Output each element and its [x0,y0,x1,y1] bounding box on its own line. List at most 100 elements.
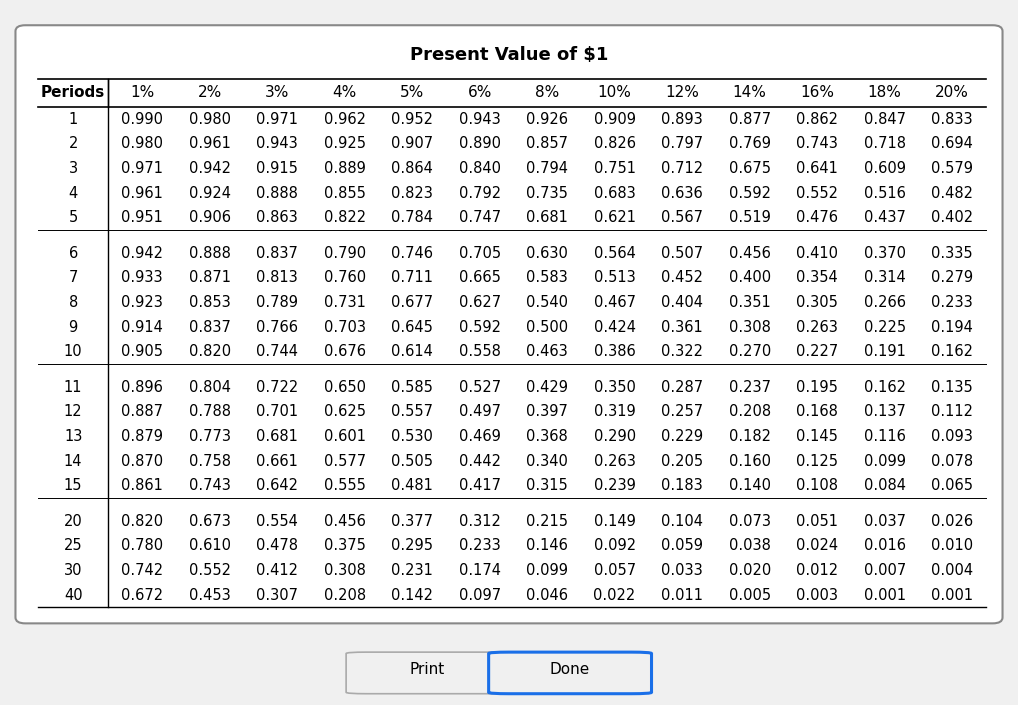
Text: 0.007: 0.007 [863,563,906,578]
Text: 0.476: 0.476 [796,210,838,226]
Text: 8: 8 [68,295,77,310]
Text: 0.840: 0.840 [458,161,501,176]
Text: 0.630: 0.630 [526,246,568,261]
Text: 0.701: 0.701 [256,404,298,419]
Text: 0.038: 0.038 [729,538,771,553]
Text: 0.705: 0.705 [458,246,501,261]
Text: 0.923: 0.923 [121,295,163,310]
Text: 0.540: 0.540 [526,295,568,310]
Text: 0.887: 0.887 [121,404,163,419]
Text: 0.925: 0.925 [324,137,365,152]
Text: 20: 20 [64,513,82,529]
Text: 0.135: 0.135 [931,380,973,395]
Text: 0.437: 0.437 [863,210,906,226]
Text: 0.051: 0.051 [796,513,838,529]
Bar [38,78,985,107]
Text: 0.746: 0.746 [391,246,433,261]
Text: 0.354: 0.354 [796,271,838,286]
Text: Periods: Periods [41,85,105,100]
Text: 0.429: 0.429 [526,380,568,395]
Text: 0.780: 0.780 [121,538,163,553]
Text: 0.112: 0.112 [931,404,973,419]
Text: 0.481: 0.481 [391,478,433,493]
Text: 0.266: 0.266 [863,295,906,310]
Text: 0.557: 0.557 [391,404,433,419]
Text: 0.003: 0.003 [796,587,838,603]
Text: 0.263: 0.263 [796,319,838,335]
Bar [38,241,985,266]
Text: 0.813: 0.813 [257,271,298,286]
Text: 0.888: 0.888 [188,246,230,261]
Bar [38,132,985,157]
Text: 0.711: 0.711 [391,271,433,286]
Bar [38,290,985,315]
Text: 0.022: 0.022 [593,587,636,603]
Text: 0.837: 0.837 [188,319,230,335]
Text: 0.370: 0.370 [863,246,906,261]
Text: 0.442: 0.442 [458,453,501,469]
Text: 0.847: 0.847 [863,112,906,127]
Text: 0.636: 0.636 [662,185,703,201]
Text: 0.863: 0.863 [257,210,298,226]
Text: 0.650: 0.650 [324,380,365,395]
Text: 0.683: 0.683 [593,185,635,201]
Bar [38,509,985,534]
Text: 0.386: 0.386 [593,344,635,360]
Text: 0.351: 0.351 [729,295,771,310]
Text: 0.577: 0.577 [324,453,365,469]
Text: 0.943: 0.943 [257,137,298,152]
Text: 0.400: 0.400 [729,271,771,286]
Text: 0.879: 0.879 [121,429,163,444]
Text: 0.279: 0.279 [931,271,973,286]
Text: 0.766: 0.766 [257,319,298,335]
Text: 0.231: 0.231 [391,563,433,578]
Text: 0.980: 0.980 [121,137,163,152]
Text: 0.794: 0.794 [526,161,568,176]
Text: 0.012: 0.012 [796,563,838,578]
Text: 0.642: 0.642 [257,478,298,493]
Text: 0.263: 0.263 [593,453,635,469]
Text: 0.208: 0.208 [324,587,365,603]
Text: 0.641: 0.641 [796,161,838,176]
Text: 0.558: 0.558 [459,344,501,360]
Text: 0.116: 0.116 [863,429,906,444]
Text: 0.174: 0.174 [458,563,501,578]
Text: Done: Done [550,662,590,678]
Text: 0.191: 0.191 [863,344,906,360]
Text: 0.676: 0.676 [324,344,365,360]
Text: 0.661: 0.661 [257,453,298,469]
Text: 0.046: 0.046 [526,587,568,603]
Text: 0.084: 0.084 [863,478,906,493]
Text: 0.478: 0.478 [257,538,298,553]
Text: 0.773: 0.773 [188,429,230,444]
Text: 0.225: 0.225 [863,319,906,335]
Text: 0.010: 0.010 [931,538,973,553]
Text: 0.340: 0.340 [526,453,568,469]
Text: 0.694: 0.694 [931,137,973,152]
Text: 0.933: 0.933 [121,271,163,286]
Text: 0.907: 0.907 [391,137,434,152]
Text: 0.424: 0.424 [593,319,635,335]
Text: 0.004: 0.004 [931,563,973,578]
Text: 3: 3 [68,161,77,176]
Text: 0.162: 0.162 [863,380,906,395]
Text: 0.583: 0.583 [526,271,568,286]
Text: 0.397: 0.397 [526,404,568,419]
Text: 0.033: 0.033 [662,563,703,578]
Text: 0.037: 0.037 [863,513,906,529]
Text: 0.784: 0.784 [391,210,433,226]
Text: 0.962: 0.962 [324,112,365,127]
Text: 0.788: 0.788 [188,404,230,419]
Text: 0.625: 0.625 [324,404,365,419]
Text: 0.601: 0.601 [324,429,365,444]
Text: 0.961: 0.961 [121,185,163,201]
Text: 0.519: 0.519 [729,210,771,226]
Text: 0.016: 0.016 [863,538,906,553]
Text: 0.160: 0.160 [729,453,771,469]
Text: 0.610: 0.610 [188,538,230,553]
Text: 0.011: 0.011 [661,587,703,603]
Bar [38,266,985,290]
Text: 0.099: 0.099 [863,453,906,469]
Text: 0.677: 0.677 [391,295,434,310]
Text: 0.140: 0.140 [729,478,771,493]
